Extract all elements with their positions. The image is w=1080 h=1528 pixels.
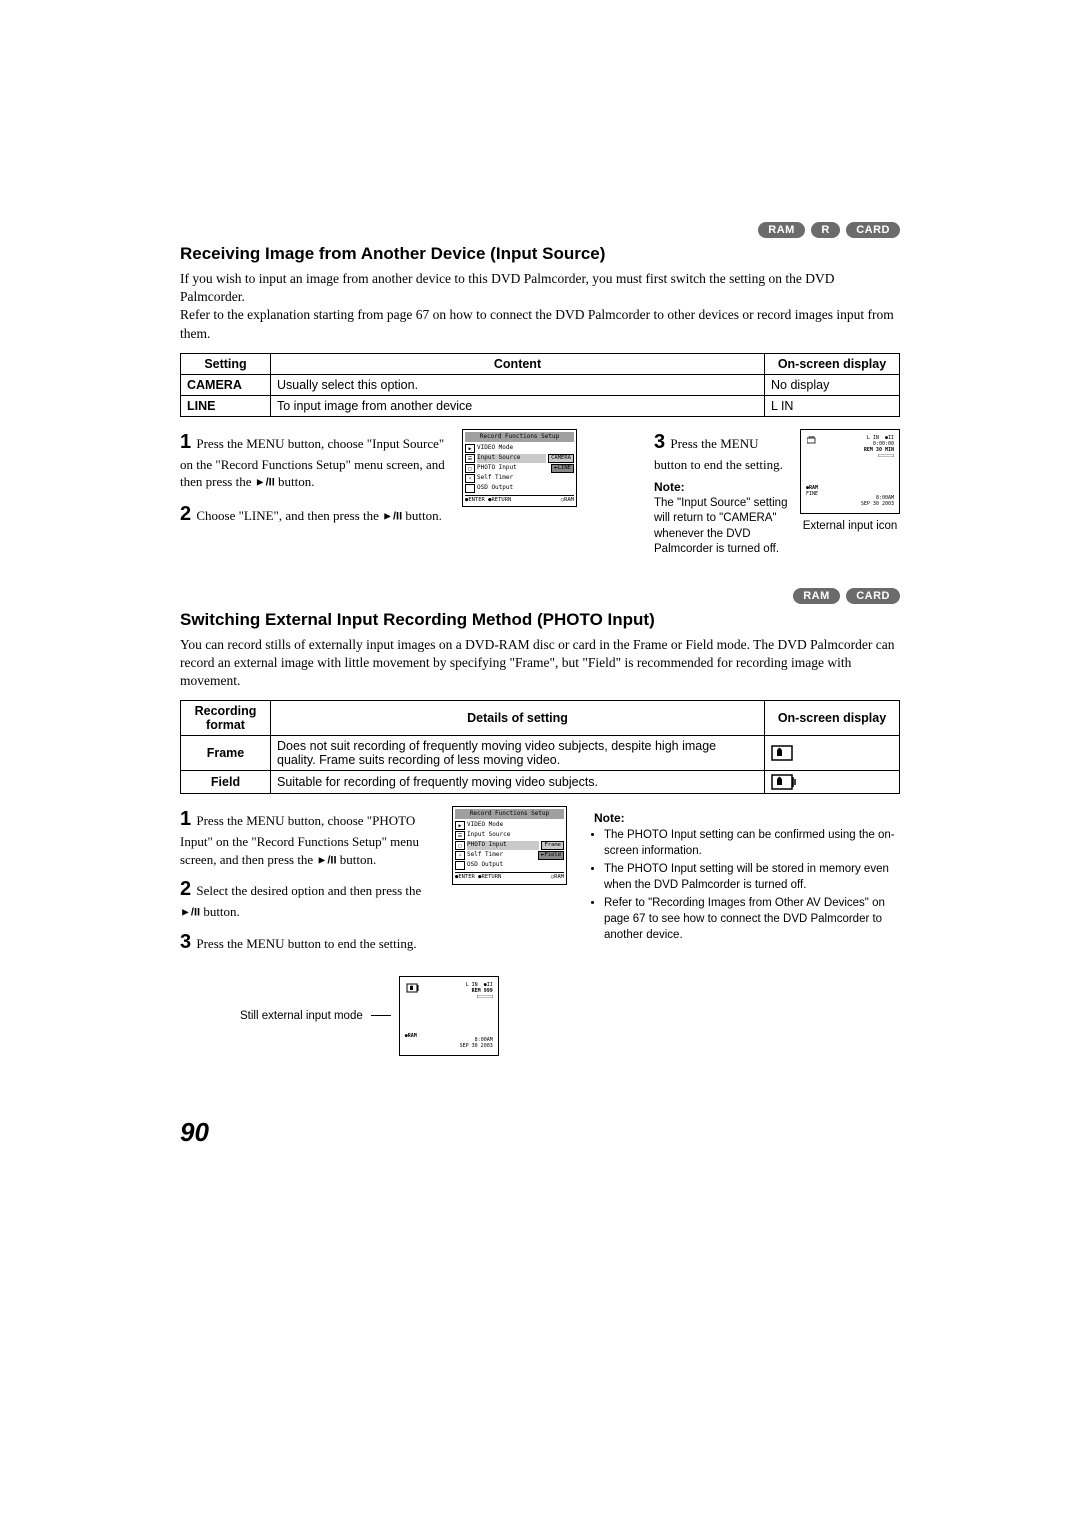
steps-right-1: 3 Press the MENU button to end the setti… xyxy=(654,429,788,558)
notes-list: The PHOTO Input setting can be confirmed… xyxy=(594,827,900,944)
th-setting: Setting xyxy=(181,353,271,374)
frame-icon-cell xyxy=(765,736,900,771)
menu2-frame: Frame xyxy=(541,841,564,850)
menu2-item: OSD Output xyxy=(467,861,564,870)
step2-3-text: Press the MENU button to end the setting… xyxy=(196,936,416,951)
menu1-item-sel: Input Source xyxy=(477,454,546,463)
playpause-icon: ►/II xyxy=(180,907,200,919)
step2-1-num: 1 xyxy=(180,808,191,830)
ext-input-preview: L IN ●II0:00:00REM 30 MIN ●RAMFINE 8:00A… xyxy=(800,429,900,558)
cell-line-desc: To input image from another device xyxy=(271,395,765,416)
step-2-text: Choose "LINE", and then press the xyxy=(196,508,382,523)
movie-icon xyxy=(807,436,819,444)
step2-2-text: Select the desired option and then press… xyxy=(196,883,421,898)
badge-card: CARD xyxy=(846,222,900,238)
menu1-camera: CAMERA xyxy=(548,454,574,463)
section2-para: You can record stills of externally inpu… xyxy=(180,636,900,691)
cell-line-osd: L IN xyxy=(765,395,900,416)
notes-right-2: Note: The PHOTO Input setting can be con… xyxy=(594,806,900,962)
ext-fine: FINE xyxy=(806,491,818,497)
th-content: Content xyxy=(271,353,765,374)
cell-field-desc: Suitable for recording of frequently mov… xyxy=(271,771,765,794)
step-1-text-b: button. xyxy=(275,474,315,489)
input-source-table: Setting Content On-screen display CAMERA… xyxy=(180,353,900,417)
menu2-item-sel: PHOTO Input xyxy=(467,841,539,850)
section1-para: If you wish to input an image from anoth… xyxy=(180,270,900,343)
menu2-item: Self Timer xyxy=(467,851,536,860)
cell-frame: Frame xyxy=(181,736,271,771)
section2-heading: Switching External Input Recording Metho… xyxy=(180,610,900,630)
still-input-row: Still external input mode L IN ●IIREM 99… xyxy=(240,976,900,1056)
cell-camera-desc: Usually select this option. xyxy=(271,374,765,395)
menu-screenshot-2: Record Functions Setup ▶VIDEO Mode ☰Inpu… xyxy=(452,806,582,962)
badge-r: R xyxy=(811,222,839,238)
menu2-title: Record Functions Setup xyxy=(455,809,564,819)
th-recformat: Recording format xyxy=(181,701,271,736)
still-label: Still external input mode xyxy=(240,1010,363,1022)
cell-field: Field xyxy=(181,771,271,794)
menu1-item: PHOTO Input xyxy=(477,464,549,473)
menu1-item: VIDEO Mode xyxy=(477,444,574,453)
th-osd-2: On-screen display xyxy=(765,701,900,736)
menu1-item: OSD Output xyxy=(477,484,574,493)
cell-camera: CAMERA xyxy=(181,374,271,395)
menu1-title: Record Functions Setup xyxy=(465,432,574,442)
cell-camera-osd: No display xyxy=(765,374,900,395)
ext-date: SEP 30 2003 xyxy=(861,501,894,507)
menu2-item: VIDEO Mode xyxy=(467,821,564,830)
menu-screenshot-1: Record Functions Setup ▶VIDEO Mode ☰Inpu… xyxy=(462,429,642,558)
step-2-num: 2 xyxy=(180,503,191,525)
cell-frame-desc: Does not suit recording of frequently mo… xyxy=(271,736,765,771)
step2-2-num: 2 xyxy=(180,878,191,900)
menu1-line: ►LINE xyxy=(551,464,574,473)
ext-rem: REM 30 MIN xyxy=(864,447,894,453)
note-item: The PHOTO Input setting can be confirmed… xyxy=(604,827,900,859)
badge-card-2: CARD xyxy=(846,588,900,604)
photo-input-table: Recording format Details of setting On-s… xyxy=(180,700,900,794)
note-text-1: The "Input Source" setting will return t… xyxy=(654,496,788,558)
page-number: 90 xyxy=(180,1117,209,1148)
step2-2-text-b: button. xyxy=(200,904,240,919)
step2-1-text-b: button. xyxy=(337,852,377,867)
menu2-item: Input Source xyxy=(467,831,564,840)
connector-line xyxy=(371,1015,391,1016)
field-icon xyxy=(406,983,420,993)
playpause-icon: ►/II xyxy=(382,511,402,523)
step-1-num: 1 xyxy=(180,431,191,453)
ext2-ram: RAM xyxy=(408,1033,417,1039)
note-item: Refer to "Recording Images from Other AV… xyxy=(604,895,900,943)
steps-left-1: 1 Press the MENU button, choose "Input S… xyxy=(180,429,450,558)
frame-icon xyxy=(771,745,793,761)
ext2-date: SEP 30 2003 xyxy=(460,1043,493,1049)
media-badges-2: RAM CARD xyxy=(180,586,900,604)
menu2-field: ►Field xyxy=(538,851,564,860)
media-badges: RAM R CARD xyxy=(180,220,900,238)
note-heading-2: Note: xyxy=(594,810,900,826)
note-item: The PHOTO Input setting will be stored i… xyxy=(604,861,900,893)
step-3-text: Press the MENU button to end the setting… xyxy=(654,436,783,472)
badge-ram-2: RAM xyxy=(793,588,840,604)
section1-heading: Receiving Image from Another Device (Inp… xyxy=(180,244,900,264)
step-2-text-b: button. xyxy=(402,508,442,523)
badge-ram: RAM xyxy=(758,222,805,238)
field-icon xyxy=(771,774,797,790)
field-icon-cell xyxy=(765,771,900,794)
step-3-num: 3 xyxy=(654,431,665,453)
menu1-item: Self Timer xyxy=(477,474,574,483)
step2-3-num: 3 xyxy=(180,931,191,953)
playpause-icon: ►/II xyxy=(255,477,275,489)
ext2-rem: REM 999 xyxy=(472,988,493,994)
th-osd: On-screen display xyxy=(765,353,900,374)
th-details: Details of setting xyxy=(271,701,765,736)
cell-line: LINE xyxy=(181,395,271,416)
note-heading-1: Note: xyxy=(654,479,788,495)
steps-left-2: 1 Press the MENU button, choose "PHOTO I… xyxy=(180,806,440,962)
ext-caption-1: External input icon xyxy=(800,520,900,532)
playpause-icon: ►/II xyxy=(316,854,336,866)
step2-1-text: Press the MENU button, choose "PHOTO Inp… xyxy=(180,813,419,867)
